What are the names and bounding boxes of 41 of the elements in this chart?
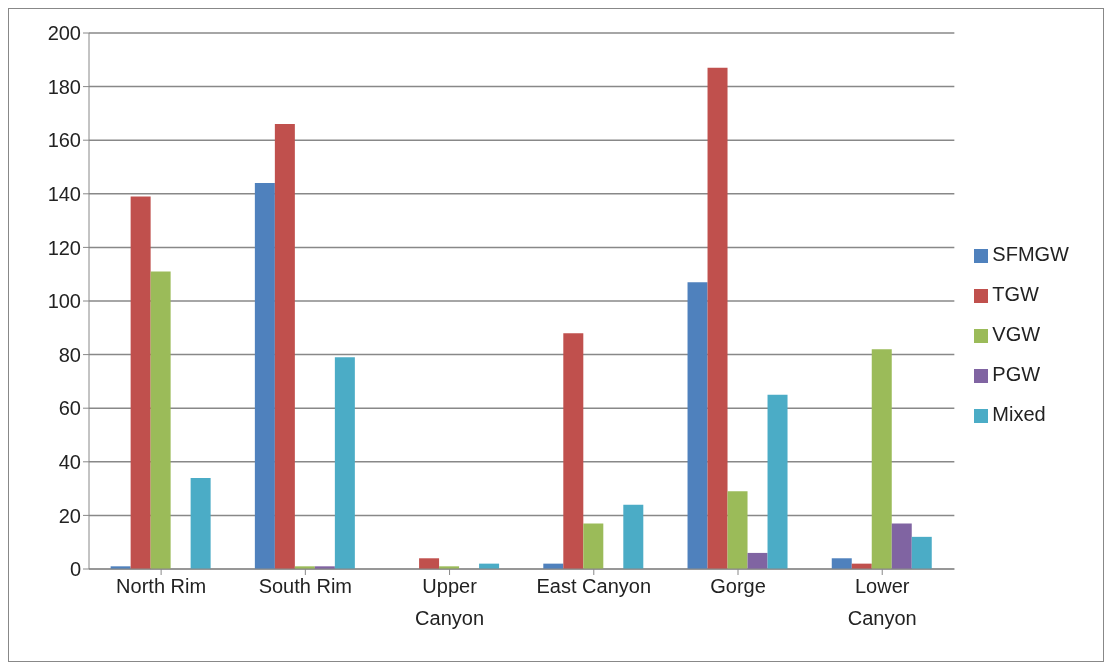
x-tick-label: Gorge: [710, 575, 766, 597]
bar: [727, 491, 748, 569]
y-tick-label: 60: [58, 397, 81, 420]
bar: [274, 124, 295, 569]
y-tick-label: 120: [47, 236, 81, 259]
bar: [190, 477, 211, 569]
bar: [747, 552, 768, 569]
bar: [831, 558, 852, 569]
y-tick-label: 140: [47, 182, 81, 205]
bar: [150, 271, 171, 569]
y-tick-label: 180: [47, 75, 81, 98]
bar: [911, 536, 932, 569]
x-tick-label: South Rim: [258, 575, 353, 597]
bar: [891, 523, 912, 569]
x-tick-label: East Canyon: [536, 575, 652, 597]
x-tick-label: North Rim: [116, 575, 207, 597]
y-tick-label: 0: [69, 558, 81, 581]
y-tick-label: 20: [58, 504, 81, 527]
bar: [687, 282, 708, 569]
legend-label: TGW: [992, 283, 1039, 305]
x-tick-label: Upper Canyon: [415, 575, 485, 629]
legend-label: SFMGW: [992, 243, 1069, 265]
bar: [623, 504, 644, 569]
bar: [419, 558, 440, 569]
y-tick-label: 200: [47, 22, 81, 45]
x-tick-label: Lower Canyon: [847, 575, 917, 629]
bar: [767, 394, 788, 569]
bar: [707, 67, 728, 569]
legend-label: Mixed: [992, 403, 1046, 425]
bar: [583, 523, 604, 569]
bar: [334, 357, 355, 569]
legend-label: PGW: [992, 363, 1041, 385]
y-tick-label: 40: [58, 450, 81, 473]
y-tick-label: 160: [47, 129, 81, 152]
y-tick-label: 80: [58, 343, 81, 366]
bar: [563, 333, 584, 569]
bar: [254, 183, 275, 569]
bar: [130, 196, 151, 569]
legend-label: VGW: [992, 323, 1041, 345]
y-tick-label: 100: [47, 290, 81, 313]
bar: [871, 349, 892, 569]
